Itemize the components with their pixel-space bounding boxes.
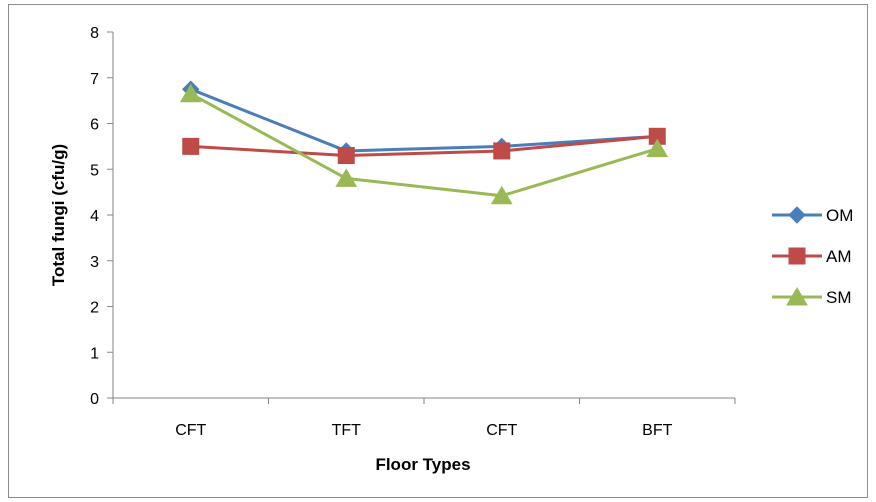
y-axis-title: Total fungi (cfu/g) — [49, 144, 68, 286]
y-tick-label: 4 — [90, 208, 99, 225]
chart-frame — [8, 4, 868, 498]
x-tick-label: BFT — [642, 422, 672, 439]
y-tick-label: 1 — [90, 345, 99, 362]
legend-marker-sm — [786, 287, 808, 306]
series-om — [182, 80, 666, 160]
data-point-sm — [490, 185, 513, 205]
legend-label-am: AM — [826, 247, 852, 266]
series-line-sm — [190, 92, 658, 198]
series-layer — [179, 80, 669, 205]
y-tick-label: 8 — [90, 25, 99, 42]
legend-label-om: OM — [826, 206, 853, 225]
data-point-am — [182, 137, 200, 155]
series-sm — [179, 83, 669, 205]
series-am — [182, 127, 666, 165]
x-tick-label: TFT — [332, 422, 362, 439]
y-tick-label: 5 — [90, 162, 99, 179]
x-tick-label: CFT — [175, 422, 206, 439]
legend-marker-am — [788, 247, 806, 265]
series-line-om — [190, 87, 658, 153]
y-tick-label: 6 — [90, 117, 99, 134]
data-point-am — [493, 142, 511, 160]
legend-item-om: OM — [772, 206, 853, 225]
y-tick-label: 3 — [90, 254, 99, 271]
legend-item-sm: SM — [772, 287, 852, 307]
x-axis-title: Floor Types — [375, 455, 470, 474]
legend-item-am: AM — [772, 247, 852, 266]
data-point-am — [337, 147, 355, 165]
y-tick-label: 2 — [90, 300, 99, 317]
series-line-am — [190, 134, 658, 158]
axes: 0 1 2 3 4 5 6 7 8 CFT TFT CFT BFT — [90, 25, 736, 439]
legend-marker-om — [788, 206, 806, 224]
x-tick-label: CFT — [486, 422, 517, 439]
y-tick-label: 0 — [90, 391, 99, 408]
data-point-sm — [335, 168, 358, 187]
legend: OM AM SM — [772, 206, 853, 307]
data-point-sm — [646, 138, 669, 158]
y-tick-label: 7 — [90, 71, 99, 88]
data-point-sm — [179, 83, 202, 103]
legend-label-sm: SM — [826, 288, 852, 307]
